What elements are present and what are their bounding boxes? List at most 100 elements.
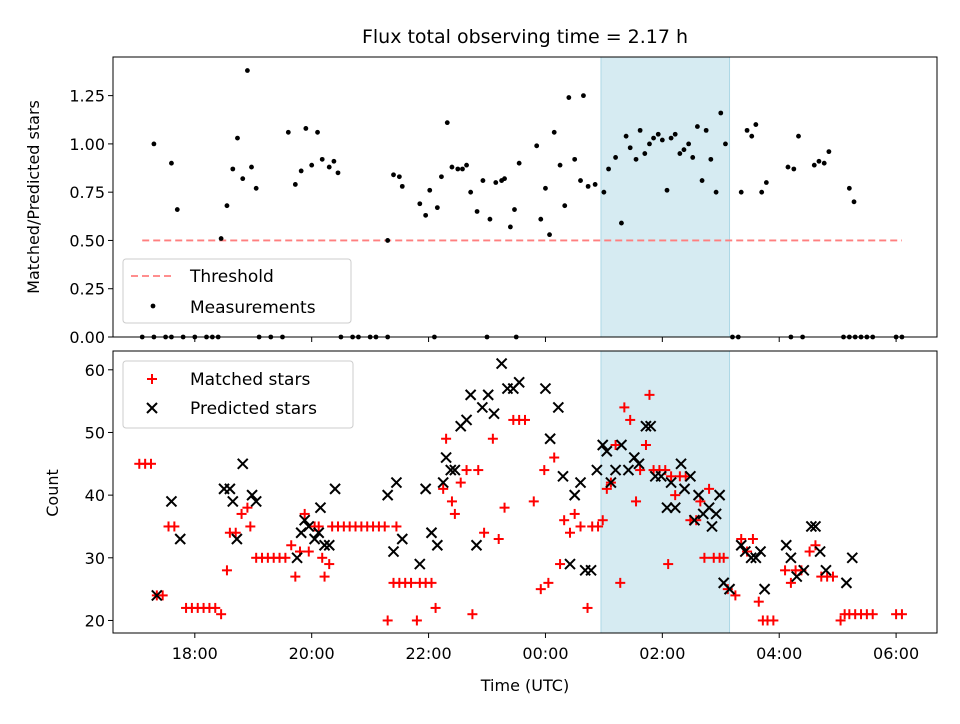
measurement-point (642, 151, 648, 156)
matched-point (441, 433, 452, 444)
measurement-point (613, 155, 618, 160)
predicted-point (678, 483, 691, 495)
measurement-point (681, 147, 687, 153)
matched-point (564, 527, 575, 538)
bottom-x-tick-label: 04:00 (756, 644, 802, 663)
matched-point (455, 477, 466, 488)
matched-point (785, 577, 796, 588)
matched-point (896, 609, 907, 620)
bottom-y-ticks: 20 30 40 50 60 (85, 361, 113, 630)
matched-point (543, 577, 554, 588)
measurement-point (455, 166, 461, 172)
predicted-point (246, 489, 258, 501)
measurement-point (581, 93, 586, 99)
matched-point (391, 521, 402, 532)
measurement-point (417, 201, 423, 207)
predicted-point (805, 520, 818, 533)
predicted-point (564, 558, 576, 570)
matched-point (666, 471, 677, 482)
predicted-point (675, 458, 687, 470)
measurement-point (309, 162, 315, 168)
matched-point (487, 433, 498, 444)
matched-point (753, 596, 764, 607)
measurement-point (723, 141, 728, 147)
matched-point (210, 602, 221, 613)
predicted-point (231, 533, 243, 545)
matched-point (569, 508, 580, 519)
measurement-point (543, 185, 548, 191)
matched-point (539, 465, 550, 476)
measurement-point (796, 133, 801, 139)
measurement-point (846, 185, 852, 191)
top-y-tick-label: 1.00 (69, 135, 105, 154)
predicted-point (633, 458, 645, 470)
measurement-point (218, 236, 224, 241)
measurement-point (385, 238, 391, 243)
predicted-point (814, 545, 826, 558)
measurement-point (502, 176, 507, 182)
predicted-point (585, 564, 597, 577)
matched-point (747, 534, 758, 544)
measurement-point (253, 185, 259, 191)
measurement-point (240, 176, 246, 182)
measurements-legend-swatch (150, 303, 156, 309)
measurement-point (439, 174, 444, 180)
matched-point (615, 577, 626, 588)
predicted-point (250, 495, 262, 508)
predicted-point (329, 483, 341, 495)
matched-point (699, 552, 710, 563)
matched-point (640, 440, 651, 450)
matched-point (461, 465, 472, 476)
predicted-point (298, 514, 311, 526)
measurement-point (578, 178, 583, 183)
measurement-point (487, 216, 493, 222)
matched-point (528, 496, 539, 507)
matched-point (299, 508, 310, 519)
bottom-x-tick-label: 06:00 (873, 644, 919, 663)
predicted-point (669, 501, 681, 514)
matched-point (644, 389, 655, 400)
measurement-point (538, 216, 544, 222)
matched-point (446, 496, 457, 507)
measurement-point (444, 120, 450, 126)
predicted-point (460, 414, 473, 426)
bottom-x-tick-label: 22:00 (406, 644, 452, 663)
predicted-point (723, 583, 736, 595)
measurement-point (245, 68, 250, 73)
measurement-point (480, 178, 486, 183)
matched-point (575, 521, 586, 532)
predicted-point (437, 476, 449, 489)
measurement-point (677, 151, 683, 156)
measurement-point (562, 203, 568, 209)
matched-point (619, 402, 630, 413)
measurement-point (399, 183, 405, 189)
matched-point (780, 565, 791, 576)
measurement-point (396, 174, 402, 180)
measurement-point (753, 122, 759, 127)
matched-point (319, 571, 330, 582)
matched-point (559, 515, 570, 526)
measurement-point (249, 164, 254, 170)
measurement-point (335, 170, 341, 176)
predicted-point (449, 464, 461, 476)
matched-point (810, 540, 821, 551)
matched-point (221, 565, 232, 576)
matched-point (236, 508, 247, 519)
matched-point (313, 521, 324, 532)
measurement-point (298, 168, 304, 174)
measurement-point (547, 232, 552, 238)
measurement-point (464, 162, 469, 168)
matched-point (804, 546, 815, 557)
predicted-point (539, 382, 552, 395)
measurement-point (434, 205, 440, 211)
measurements-legend-label: Measurements (190, 298, 316, 318)
matched-point (867, 609, 878, 620)
measurement-point (811, 162, 817, 168)
bottom-legend: Matched stars Predicted stars (122, 360, 354, 429)
matched-point (704, 483, 715, 494)
measurement-point (303, 126, 309, 131)
bottom-y-tick-label: 30 (85, 549, 105, 568)
measurement-point (816, 158, 822, 164)
matched-point (230, 527, 241, 538)
measurement-point (738, 189, 744, 195)
